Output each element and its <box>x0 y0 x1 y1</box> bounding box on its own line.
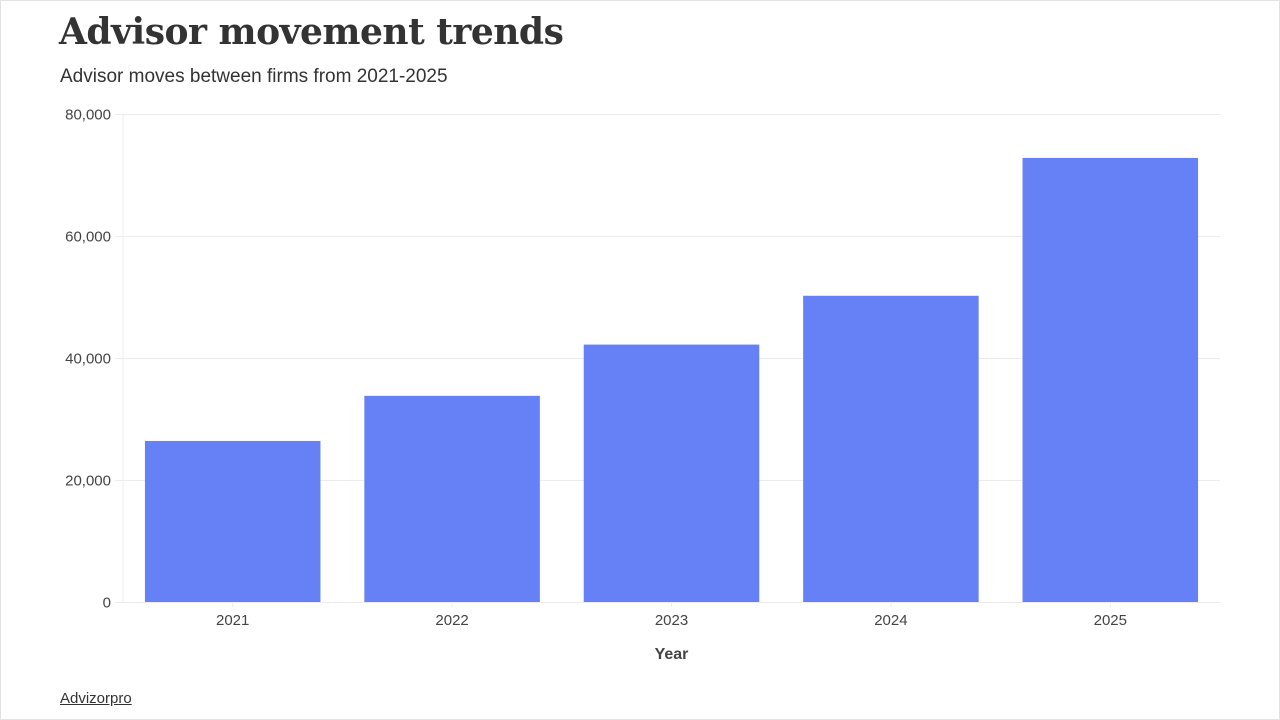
bar-2024[interactable] <box>803 295 979 602</box>
x-tick-label: 2021 <box>216 612 249 629</box>
bar-2021[interactable] <box>144 440 321 602</box>
x-axis-title: Year <box>655 646 689 663</box>
y-tick-label: 40,000 <box>65 351 111 368</box>
y-axis-ticks: 0 20,000 40,000 60,000 80,000 <box>65 107 111 612</box>
y-tick-label: 0 <box>103 595 111 612</box>
bar-2023[interactable] <box>583 344 760 602</box>
y-tick-label: 60,000 <box>65 229 111 246</box>
bar-2022[interactable] <box>364 395 540 602</box>
x-axis-ticks: 2021 2022 2023 2024 2025 <box>216 602 1127 629</box>
x-tick-label: 2024 <box>874 612 907 629</box>
y-tick-label: 20,000 <box>65 473 111 490</box>
x-tick-label: 2025 <box>1094 612 1127 629</box>
x-tick-label: 2022 <box>435 612 468 629</box>
chart-subtitle: Advisor moves between firms from 2021-20… <box>60 66 448 87</box>
chart-title: Advisor movement trends <box>59 11 564 53</box>
bars <box>144 157 1199 603</box>
source-link[interactable]: Advizorpro <box>60 690 132 707</box>
x-tick-label: 2023 <box>655 612 688 629</box>
y-tick-label: 80,000 <box>65 107 111 124</box>
bar-2025[interactable] <box>1022 157 1199 603</box>
